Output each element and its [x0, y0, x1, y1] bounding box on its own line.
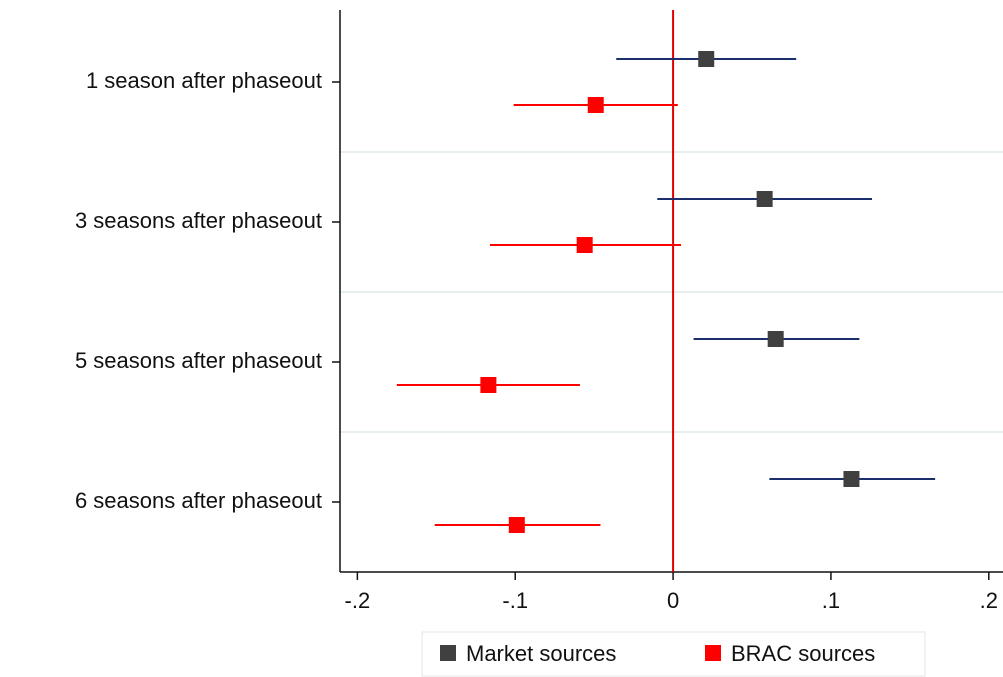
point-estimate [756, 191, 773, 207]
legend-swatch [705, 645, 721, 661]
point-estimate [576, 237, 593, 253]
x-tick-label: -.1 [502, 588, 528, 613]
x-tick-label: .1 [822, 588, 840, 613]
y-tick-label: 3 seasons after phaseout [75, 208, 322, 233]
y-tick-label: 6 seasons after phaseout [75, 488, 322, 513]
y-tick-label: 5 seasons after phaseout [75, 348, 322, 373]
point-estimate [843, 471, 860, 487]
point-estimate [508, 517, 525, 533]
point-estimate [480, 377, 497, 393]
point-estimate [587, 97, 604, 113]
x-tick-label: -.2 [345, 588, 371, 613]
point-estimate [698, 51, 715, 67]
point-estimate [767, 331, 784, 347]
y-tick-label: 1 season after phaseout [86, 68, 322, 93]
legend-box [421, 631, 926, 677]
legend-label: Market sources [466, 641, 616, 666]
legend-swatch [440, 645, 456, 661]
x-tick-label: .2 [980, 588, 998, 613]
x-tick-label: 0 [667, 588, 679, 613]
legend-label: BRAC sources [731, 641, 875, 666]
